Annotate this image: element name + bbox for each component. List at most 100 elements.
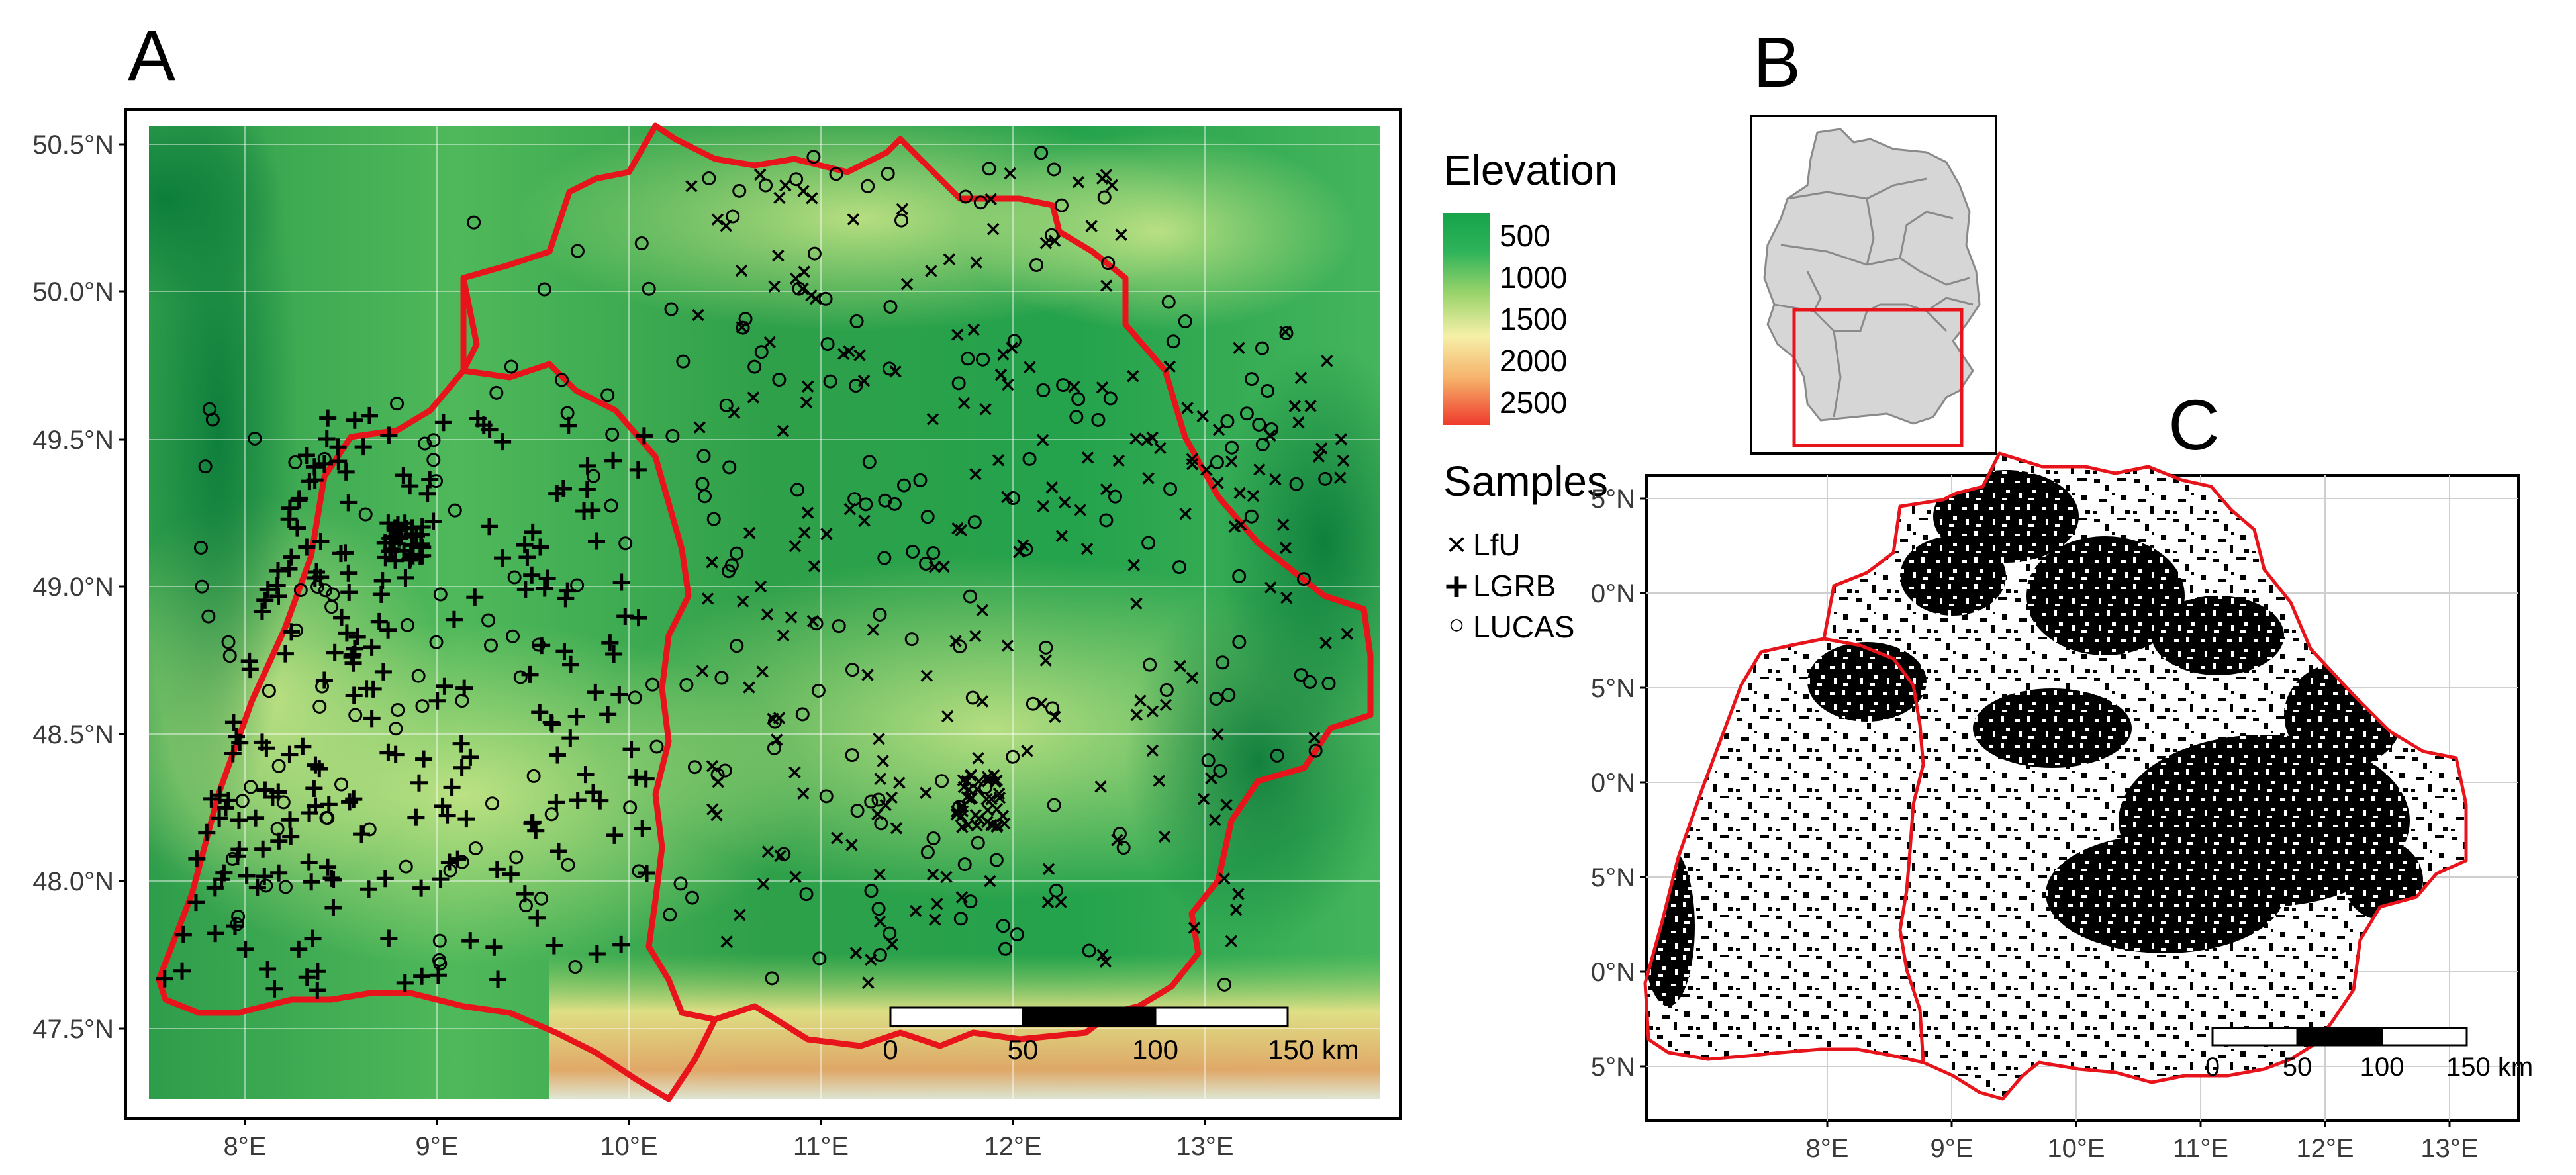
lgrb-marker [360,406,378,424]
lucas-marker [485,796,499,811]
lfu-marker [774,849,787,862]
lucas-marker [920,845,935,859]
lucas-symbol: ○ [1448,608,1465,639]
lucas-marker [570,578,585,592]
lfu-marker [896,203,909,216]
lfu-marker [1058,496,1071,509]
lfu-marker [949,635,962,647]
lfu-marker [1294,371,1308,385]
lgrb-marker [281,745,299,763]
lgrb-marker [259,961,277,978]
lucas-marker [1112,827,1127,841]
lucas-marker [1318,471,1333,486]
panel-c-label: C [2168,385,2220,465]
lucas-marker [1143,657,1157,672]
lgrb-marker [601,634,619,652]
lfu-marker [925,265,937,277]
lfu-marker [951,522,964,535]
lfu-marker [1115,228,1127,241]
lucas-marker [193,540,208,555]
lucas-marker [507,570,522,585]
lgrb-marker [306,471,324,489]
lucas-marker [961,352,975,366]
lucas-marker [1297,572,1312,587]
lucas-marker [489,385,504,400]
lgrb-marker [354,438,372,456]
lfu-marker [986,222,1000,236]
lgrb-marker [440,853,458,871]
lgrb-marker [434,797,452,815]
lfu-marker [1153,775,1166,787]
scale-label: 150 km [1268,1034,1359,1065]
lucas-marker [1209,692,1223,706]
lucas-marker [645,677,660,692]
lgrb-marker [346,639,363,657]
lfu-marker [867,624,880,636]
lucas-marker [904,632,919,647]
lucas-marker [324,600,339,614]
lucas-marker [1159,682,1174,697]
lfu-marker [843,502,857,516]
lfu-marker [798,526,811,539]
lucas-marker [1289,477,1304,491]
lfu-marker [865,953,877,966]
lfu-marker [1196,410,1209,423]
lgrb-marker [555,643,573,661]
lgrb-marker [428,692,446,710]
lucas-marker [1201,753,1216,768]
lucas-marker [1010,927,1024,942]
lucas-marker [509,850,524,865]
lgrb-marker [436,677,453,695]
lgrb-marker [340,564,358,582]
lfu-marker [805,289,818,302]
lfu-marker [706,760,719,773]
lfu-marker [734,908,746,921]
lucas-marker [358,507,373,522]
lgrb-marker [538,569,556,587]
lgrb-marker [424,512,442,530]
a-lat-tick-label: 48.0°N [32,867,114,896]
lucas-marker [976,352,990,367]
lucas-marker [1303,675,1317,689]
lucas-marker [998,941,1013,956]
lgrb-marker [599,706,617,724]
lfu-marker [1142,472,1155,485]
lgrb-marker [309,963,326,980]
lucas-marker [293,583,308,597]
lgrb-marker [374,663,392,681]
lucas-marker [1039,640,1053,655]
lgrb-marker [481,518,499,536]
lucas-marker [560,406,575,420]
c-lat-tick-label: 47.5°N [1589,1053,1635,1082]
lfu-marker [1085,220,1098,232]
lgrb-marker [309,981,326,999]
lgrb-marker [488,861,506,878]
lucas-marker [513,670,528,684]
c-lon-tick-label: 13°E [2420,1134,2478,1163]
lgrb-marker [236,940,254,958]
lfu-marker [1205,772,1217,785]
lgrb-marker [308,563,326,581]
lucas-marker [730,546,744,561]
lgrb-marker [412,879,430,897]
lucas-marker [483,638,498,653]
lucas-marker [1036,383,1051,397]
lgrb-marker [453,759,471,776]
lucas-marker [518,898,533,913]
lucas-marker [604,498,618,513]
lgrb-marker [536,579,553,597]
lgrb-marker [241,661,259,679]
lucas-marker [544,807,559,822]
lucas-marker [1270,748,1284,763]
lfu-marker [986,819,999,831]
lgrb-marker [461,748,479,766]
state-border-outline [156,122,1374,1102]
lucas-marker [926,831,941,845]
lgrb-marker [434,414,452,432]
scale-label: 0 [883,1034,898,1065]
lgrb-marker [410,774,428,792]
lgrb-marker [312,533,330,551]
a-lat-tick-label: 49.5°N [32,426,114,455]
lgrb-marker [528,909,546,927]
lfu-marker [1217,872,1231,885]
